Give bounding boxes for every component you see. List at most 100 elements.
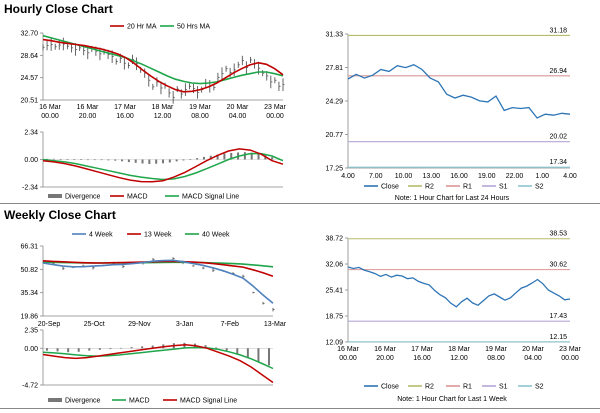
hourly-macd-divergence-bar xyxy=(250,152,253,160)
weekly-price-xtick-label: 13-Mar xyxy=(264,321,287,328)
weekly-close-xtick-date: 20 Mar xyxy=(522,346,544,353)
weekly-close-level-label-s2: 12.15 xyxy=(549,334,567,341)
hourly-price-xtick-time: 08.00 xyxy=(191,113,209,120)
hourly-price-xtick-date: 16 Mar xyxy=(77,104,99,111)
weekly-close-xtick-date: 19 Mar xyxy=(485,346,507,353)
hourly-price-xtick-time: 00.00 xyxy=(41,113,59,120)
weekly-macd-divergence-bar xyxy=(268,348,270,366)
hourly-price-50hr-ma-line xyxy=(42,34,284,85)
weekly-close-ytick-label: 38.72 xyxy=(325,236,343,243)
weekly-price-ytick-label: 50.82 xyxy=(20,267,38,274)
weekly-macd-divergence-bar xyxy=(215,347,218,349)
hourly-price-xtick-date: 23 Mar xyxy=(264,104,286,111)
hourly-price-ytick-label: 28.64 xyxy=(20,53,38,60)
weekly-price-ytick-label: 19.86 xyxy=(20,314,38,321)
hourly-close-legend-close-label: Close xyxy=(381,184,399,191)
hourly-close-ytick-label: 17.25 xyxy=(325,166,343,173)
hourly-close-level-label-r1: 26.94 xyxy=(549,68,567,75)
hourly-macd-divergence-bar xyxy=(189,159,192,160)
weekly-macd-divergence-bar xyxy=(56,348,59,352)
hourly-macd-divergence-bar xyxy=(257,153,260,160)
weekly-close-legend-s1-label: S1 xyxy=(499,384,508,391)
weekly-macd-divergence-bar xyxy=(46,348,48,351)
weekly-price-xtick-label: 3-Jan xyxy=(176,321,194,328)
hourly-close-xtick-label: 22.00 xyxy=(506,173,524,180)
weekly-close-xtick-time: 16.00 xyxy=(413,355,431,362)
hourly-close-level-label-r2: 31.18 xyxy=(549,27,567,34)
hourly-close-ytick-label: 31.33 xyxy=(325,32,343,39)
hourly-macd-divergence-bar xyxy=(134,159,137,163)
hourly-close-close-line xyxy=(347,63,571,119)
weekly-close-ytick-label: 12.09 xyxy=(325,340,343,347)
hourly-macd-divergence-bar xyxy=(223,153,226,160)
hourly-close-xtick-label: 10.00 xyxy=(395,173,413,180)
hourly-price-20hr-ma-line xyxy=(42,38,284,93)
hourly-close-xtick-label: 19.00 xyxy=(478,173,496,180)
hourly-macd-divergence-bar xyxy=(216,154,219,160)
hourly-macd-divergence-bar xyxy=(107,159,110,161)
hourly-close-note: Note: 1 Hour Chart for Last 24 Hours xyxy=(395,195,510,202)
hourly-price-xtick-date: 16 Mar xyxy=(39,104,61,111)
hourly-macd-ytick-label: 2.34 xyxy=(24,130,38,137)
hourly-close-xtick-label: 4.00 xyxy=(341,173,355,180)
weekly-macd-divergence-bar xyxy=(246,348,249,358)
hourly-macd-divergence-bar xyxy=(155,159,158,164)
hourly-macd-divergence-bar xyxy=(271,157,274,160)
weekly-macd-ytick-label: -4.72 xyxy=(22,383,38,390)
hourly-price-ytick-label: 20.51 xyxy=(20,98,38,105)
hourly-price-xtick-time: 12.00 xyxy=(154,113,172,120)
hourly-macd-legend-divergence-label: Divergence xyxy=(65,194,101,201)
hourly-macd-divergence-bar xyxy=(114,159,117,161)
weekly-close-xtick-date: 16 Mar xyxy=(337,346,359,353)
weekly-close-xtick-date: 17 Mar xyxy=(411,346,433,353)
weekly-price-ytick-label: 66.31 xyxy=(20,244,38,251)
hourly-price-xtick-date: 19 Mar xyxy=(189,104,211,111)
weekly-close-xtick-time: 20.00 xyxy=(376,355,394,362)
weekly-close-level-label-r2: 38.53 xyxy=(549,231,567,238)
hourly-price-xtick-time: 00.00 xyxy=(266,113,284,120)
weekly-price-xtick-label: 29-Nov xyxy=(128,321,151,328)
hourly-macd-divergence-bar xyxy=(52,158,55,160)
weekly-close-legend-r1-label: R1 xyxy=(463,384,472,391)
hourly-macd-divergence-bar xyxy=(148,159,151,164)
hourly-price-xtick-date: 17 Mar xyxy=(114,104,136,111)
weekly-macd-divergence-bar xyxy=(257,348,260,363)
weekly-macd-macd-line xyxy=(42,344,274,384)
weekly-price-ytick-label: 35.34 xyxy=(20,290,38,297)
weekly-macd-ytick-label: 0.00 xyxy=(24,346,38,353)
hourly-price-legend-50hr-label: 50 Hrs MA xyxy=(177,24,210,31)
weekly-macd-signal-line xyxy=(42,346,274,370)
hourly-macd-divergence-bar xyxy=(230,152,233,160)
hourly-section-title: Hourly Close Chart xyxy=(4,2,113,16)
weekly-macd-divergence-bar xyxy=(130,347,133,349)
weekly-macd-divergence-bar xyxy=(67,348,70,353)
weekly-close-legend-s2-label: S2 xyxy=(535,384,544,391)
hourly-macd-macd-line xyxy=(42,148,284,183)
weekly-close-xtick-time: 12.00 xyxy=(450,355,468,362)
weekly-macd-divergence-bar xyxy=(88,348,91,351)
weekly-close-xtick-date: 16 Mar xyxy=(374,346,396,353)
weekly-macd-divergence-bar xyxy=(109,348,112,350)
hourly-macd-divergence-bar xyxy=(209,155,212,160)
hourly-macd-legend-signal-label: MACD Signal Line xyxy=(182,194,239,201)
weekly-macd-divergence-bar xyxy=(236,348,239,354)
weekly-price-4week-line xyxy=(42,259,274,304)
hourly-macd-divergence-bar xyxy=(86,159,89,161)
hourly-macd-divergence-bar xyxy=(121,159,124,162)
hourly-macd-divergence-bar xyxy=(59,159,62,160)
weekly-price-xtick-label: 20-Sep xyxy=(38,321,61,328)
hourly-close-ytick-label: 20.77 xyxy=(325,132,343,139)
hourly-macd-divergence-bar xyxy=(202,156,205,160)
weekly-macd-divergence-bar xyxy=(204,345,207,349)
hourly-price-ytick-label: 24.57 xyxy=(20,75,38,82)
weekly-price-legend-40week-label: 40 Week xyxy=(202,232,230,239)
weekly-price-legend-4week-label: 4 Week xyxy=(89,232,113,239)
hourly-macd-divergence-bar xyxy=(73,159,76,160)
hourly-close-legend-r2-label: R2 xyxy=(425,184,434,191)
hourly-price-xtick-date: 18 Mar xyxy=(152,104,174,111)
weekly-close-level-label-r1: 30.62 xyxy=(549,262,567,269)
weekly-close-level-label-s1: 17.43 xyxy=(549,313,567,320)
hourly-macd-divergence-bar xyxy=(93,159,96,161)
weekly-macd-divergence-bar xyxy=(141,346,144,349)
hourly-close-level-label-s2: 17.34 xyxy=(549,159,567,166)
